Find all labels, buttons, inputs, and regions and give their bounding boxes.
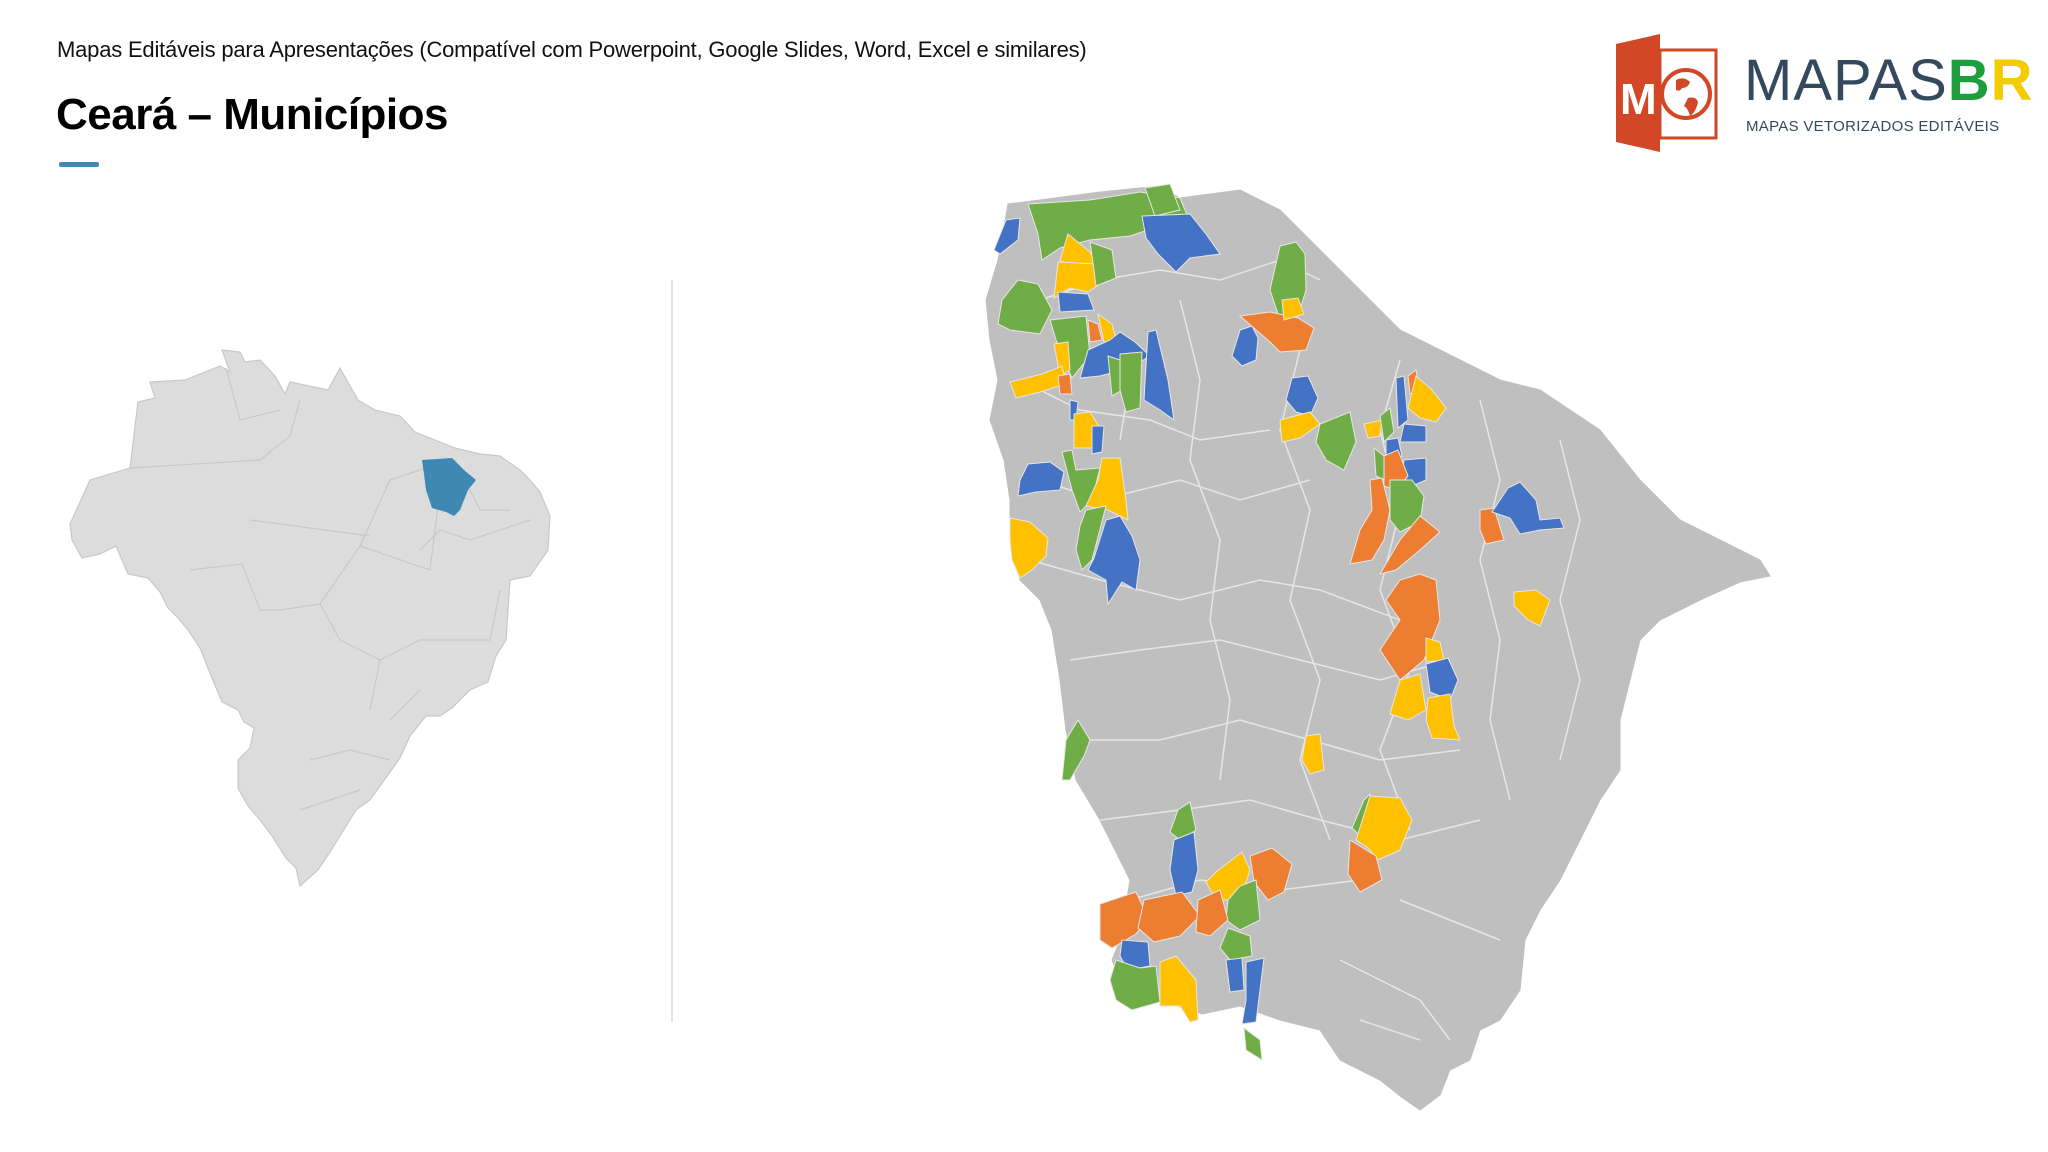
municipality xyxy=(1049,315,1091,379)
municipality xyxy=(997,279,1053,335)
svg-text:M: M xyxy=(1620,75,1657,124)
municipality xyxy=(1053,341,1071,377)
municipality xyxy=(1109,959,1161,1011)
municipality xyxy=(1225,957,1245,993)
municipality xyxy=(1349,477,1391,565)
municipality xyxy=(1061,719,1091,781)
municipality xyxy=(1301,733,1325,775)
municipality xyxy=(1085,457,1129,521)
municipality xyxy=(1399,423,1427,443)
title-accent-bar xyxy=(59,162,99,167)
municipality xyxy=(1169,831,1199,897)
ceara-highlight xyxy=(422,458,476,516)
municipality xyxy=(1279,411,1321,443)
subtitle: Mapas Editáveis para Apresentações (Comp… xyxy=(57,37,1087,62)
municipality xyxy=(1119,351,1143,413)
municipality xyxy=(1347,839,1383,893)
logo-wordmark: MAPASBR xyxy=(1744,48,2034,113)
municipality xyxy=(1091,425,1105,455)
municipality xyxy=(1225,879,1261,931)
municipality xyxy=(1243,1026,1263,1061)
municipality xyxy=(1378,515,1441,575)
page-title: Ceará – Municípios xyxy=(56,90,449,139)
municipality xyxy=(1425,693,1461,741)
municipality xyxy=(1241,957,1265,1025)
municipality xyxy=(1143,329,1175,422)
municipality xyxy=(1075,505,1107,571)
municipality xyxy=(1159,955,1199,1023)
municipality xyxy=(1089,241,1117,287)
municipality xyxy=(1379,407,1395,444)
municipality xyxy=(1379,573,1441,681)
logo-tagline: MAPAS VETORIZADOS EDITÁVEIS xyxy=(1746,118,2000,135)
municipality xyxy=(1389,673,1427,721)
municipality xyxy=(1479,507,1505,545)
municipality xyxy=(1195,889,1229,937)
municipality xyxy=(1087,515,1141,606)
municipality xyxy=(1087,319,1103,343)
municipality xyxy=(1137,891,1201,943)
municipality xyxy=(1513,589,1551,627)
municipality xyxy=(1491,481,1565,535)
municipality xyxy=(1281,297,1305,321)
municipality xyxy=(1363,419,1383,439)
municipality xyxy=(1355,795,1413,861)
municipality xyxy=(993,217,1021,255)
divider xyxy=(671,280,673,1022)
municipality xyxy=(1144,183,1181,217)
municipality xyxy=(1315,411,1357,471)
municipality xyxy=(1099,891,1149,949)
municipality xyxy=(1057,291,1095,313)
municipality xyxy=(1425,657,1459,701)
municipality xyxy=(1407,375,1447,423)
ceara-municipalities-map xyxy=(985,183,1771,1111)
municipality xyxy=(1017,461,1065,497)
municipality xyxy=(1057,373,1073,395)
brand-logo: M MAPASBR MAPAS VETORIZADOS EDITÁVEIS xyxy=(1600,30,2033,160)
municipality xyxy=(1141,213,1221,273)
municipality xyxy=(1009,517,1049,579)
mapasbr-logo-icon: M xyxy=(1616,34,1718,152)
municipality xyxy=(1395,375,1409,430)
municipality xyxy=(1238,311,1315,353)
brazil-outline xyxy=(69,349,551,888)
brazil-locator-map xyxy=(69,349,551,888)
